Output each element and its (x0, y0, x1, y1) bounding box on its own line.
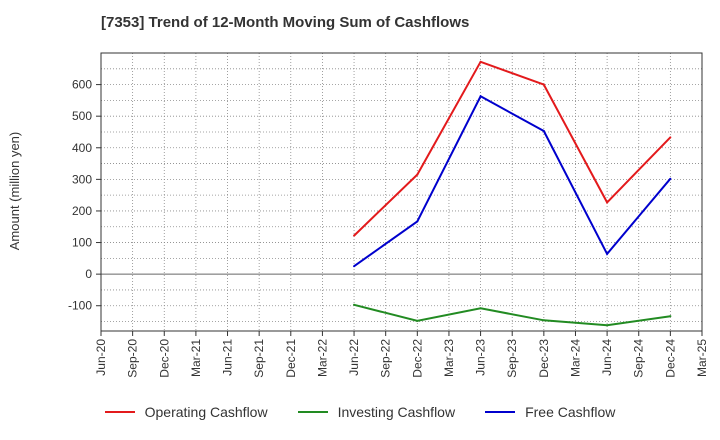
legend-swatch (485, 411, 516, 413)
x-tick-label: Dec-20 (157, 339, 171, 378)
investing-cashflow-point (542, 319, 545, 322)
y-tick-label: -100 (68, 299, 92, 313)
plot-area (101, 53, 702, 331)
free-cashflow-point (542, 130, 545, 133)
y-tick-label: 0 (85, 267, 92, 281)
operating-cashflow-line (353, 60, 672, 237)
investing-cashflow-line (353, 303, 671, 327)
x-tick-label: Sep-20 (126, 339, 140, 378)
x-tick-label: Mar-24 (568, 339, 582, 377)
x-tick-label: Jun-23 (474, 339, 488, 376)
x-tick-label: Dec-22 (410, 339, 424, 378)
investing-cashflow-point (479, 307, 482, 310)
y-tick-label: 500 (72, 109, 92, 123)
free-cashflow-point (416, 220, 419, 223)
x-tick-label: Mar-23 (442, 339, 456, 377)
y-tick-label: 400 (72, 141, 92, 155)
x-tick-label: Sep-24 (632, 339, 646, 378)
legend-swatch (104, 411, 135, 413)
investing-cashflow-point (353, 303, 356, 306)
legend-label: Investing Cashflow (337, 404, 456, 420)
legend-item: Operating Cashflow (104, 404, 268, 420)
free-cashflow-point (479, 95, 482, 98)
x-tick-label: Dec-24 (663, 339, 677, 378)
x-tick-label: Sep-21 (252, 339, 266, 378)
operating-cashflow-point (542, 83, 545, 86)
y-tick-label: 200 (72, 204, 92, 218)
operating-cashflow-point (479, 60, 482, 63)
legend-swatch (297, 411, 328, 413)
legend-item: Free Cashflow (485, 404, 615, 420)
y-tick-label: 600 (72, 78, 92, 92)
x-tick-label: Dec-23 (537, 339, 551, 378)
x-tick-label: Mar-21 (189, 339, 203, 377)
plot-border (100, 52, 703, 332)
x-tick-label: Sep-22 (379, 339, 393, 378)
free-cashflow-point (669, 177, 672, 180)
y-tick-label: 100 (72, 236, 92, 250)
series-layer (353, 60, 672, 327)
grid-layer (101, 53, 702, 331)
operating-cashflow-point (669, 136, 672, 139)
legend-item: Investing Cashflow (297, 404, 456, 420)
investing-cashflow-point (606, 324, 609, 327)
operating-cashflow-point (353, 234, 356, 237)
legend-label: Operating Cashflow (144, 404, 268, 420)
investing-cashflow-point (669, 315, 672, 318)
legend-label: Free Cashflow (525, 404, 616, 420)
operating-cashflow-point (606, 201, 609, 204)
legend: Operating Cashflow Investing Cashflow Free… (0, 404, 720, 420)
free-cashflow-point (353, 265, 356, 268)
free-cashflow-point (606, 252, 609, 255)
x-tick-label: Mar-22 (315, 339, 329, 377)
operating-cashflow-point (416, 173, 419, 176)
x-tick-label: Dec-21 (284, 339, 298, 378)
y-axis-title: Amount (million yen) (7, 132, 22, 251)
x-tick-label: Jun-22 (347, 339, 361, 376)
x-tick-label: Jun-21 (221, 339, 235, 376)
investing-cashflow-point (416, 319, 419, 322)
y-tick-label: 300 (72, 172, 92, 186)
x-tick-label: Mar-25 (695, 339, 709, 377)
x-tick-label: Sep-23 (505, 339, 519, 378)
x-tick-label: Jun-24 (600, 339, 614, 376)
axis-layer: -100 0 100 200 300 400 500 600 Jun-20 Sep-20 Dec-2… (68, 52, 709, 378)
chart-title: [7353] Trend of 12-Month Moving Sum of C… (101, 14, 470, 31)
free-cashflow-line (353, 94, 672, 268)
x-tick-label: Jun-20 (94, 339, 108, 376)
